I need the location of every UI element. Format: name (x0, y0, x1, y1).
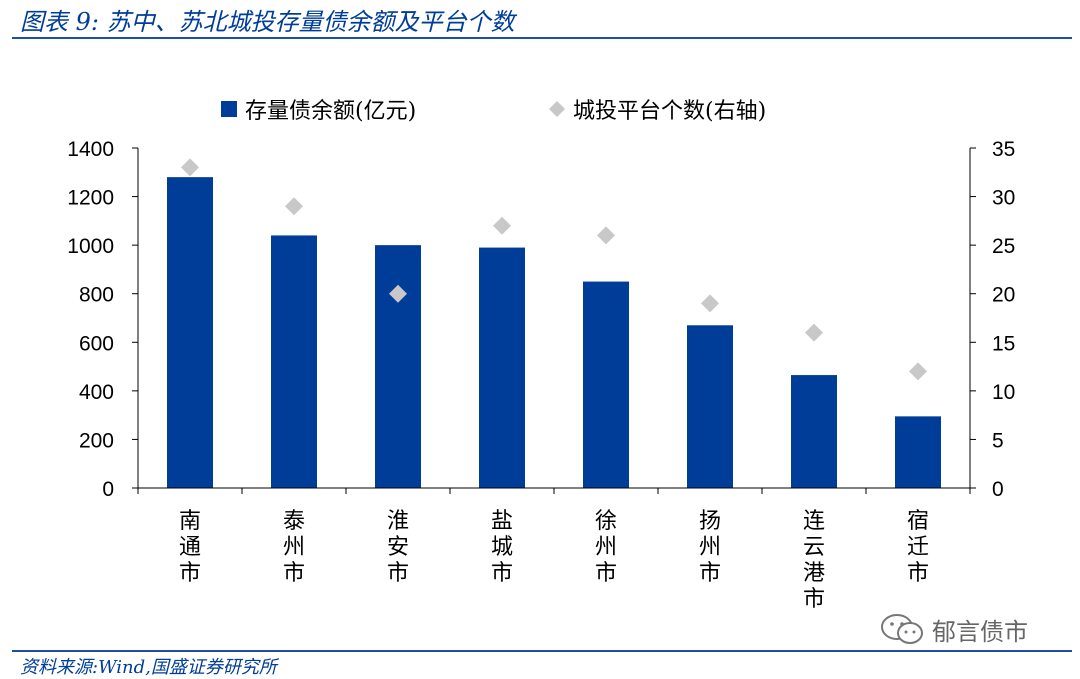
bar-4 (583, 281, 629, 488)
chart: 存量债余额(亿元) 城投平台个数(右轴)020040060080010001200… (67, 99, 1015, 610)
marker-4 (597, 226, 615, 245)
bar-0 (167, 177, 213, 488)
marker-1 (285, 197, 303, 216)
y-tick-label-right-0: 0 (992, 478, 1004, 501)
y-tick-label-left-5: 1000 (67, 235, 114, 258)
y-tick-label-left-0: 0 (102, 478, 114, 501)
y-tick-label-left-3: 600 (79, 332, 114, 355)
y-tick-label-left-7: 1400 (67, 138, 114, 161)
x-tick-label-7: 宿迁市 (907, 509, 929, 586)
figure-title: 图表 9: 苏中、苏北城投存量债余额及平台个数 (20, 8, 515, 36)
x-tick-label-1: 泰州市 (283, 509, 305, 586)
figure-header: 图表 9: 苏中、苏北城投存量债余额及平台个数 (0, 0, 1080, 40)
legend-swatch-marker (549, 101, 565, 117)
bar-7 (895, 416, 941, 488)
x-tick-label-3: 盐城市 (491, 509, 513, 586)
bar-2 (375, 245, 421, 488)
marker-6 (805, 323, 823, 342)
marker-7 (909, 362, 927, 381)
legend-swatch-bar (221, 101, 237, 117)
source-note: 资料来源:Wind,国盛证券研究所 (20, 657, 277, 678)
y-tick-label-left-1: 200 (79, 429, 114, 452)
y-tick-label-right-7: 35 (992, 138, 1015, 161)
y-tick-label-right-2: 10 (992, 381, 1015, 404)
y-tick-label-left-4: 800 (79, 284, 114, 307)
x-tick-label-0: 南通市 (179, 509, 201, 586)
footer-rule (12, 650, 1072, 652)
y-tick-label-right-6: 30 (992, 187, 1015, 210)
bar-5 (687, 325, 733, 488)
y-tick-label-right-3: 15 (992, 332, 1015, 355)
watermark: 郁言债市 (880, 612, 1028, 646)
y-tick-label-right-1: 5 (992, 429, 1004, 452)
y-tick-label-left-2: 400 (79, 381, 114, 404)
y-tick-label-right-5: 25 (992, 235, 1015, 258)
bar-6 (791, 375, 837, 488)
bar-3 (479, 247, 525, 488)
x-tick-label-2: 淮安市 (387, 509, 409, 586)
x-tick-label-5: 扬州市 (699, 509, 721, 586)
x-tick-label-6: 连云港市 (803, 509, 825, 610)
legend-label-bar: 存量债余额(亿元) (245, 99, 416, 124)
marker-5 (701, 294, 719, 313)
marker-3 (493, 216, 511, 235)
header-rule (12, 37, 1072, 39)
marker-0 (181, 158, 199, 177)
watermark-text: 郁言债市 (932, 617, 1028, 646)
y-tick-label-left-6: 1200 (67, 187, 114, 210)
marker-2 (389, 284, 407, 303)
y-tick-label-right-4: 20 (992, 284, 1015, 307)
legend-label-marker: 城投平台个数(右轴) (573, 99, 766, 124)
x-tick-label-4: 徐州市 (595, 509, 617, 586)
wechat-icon (881, 614, 923, 644)
bar-1 (271, 235, 317, 488)
